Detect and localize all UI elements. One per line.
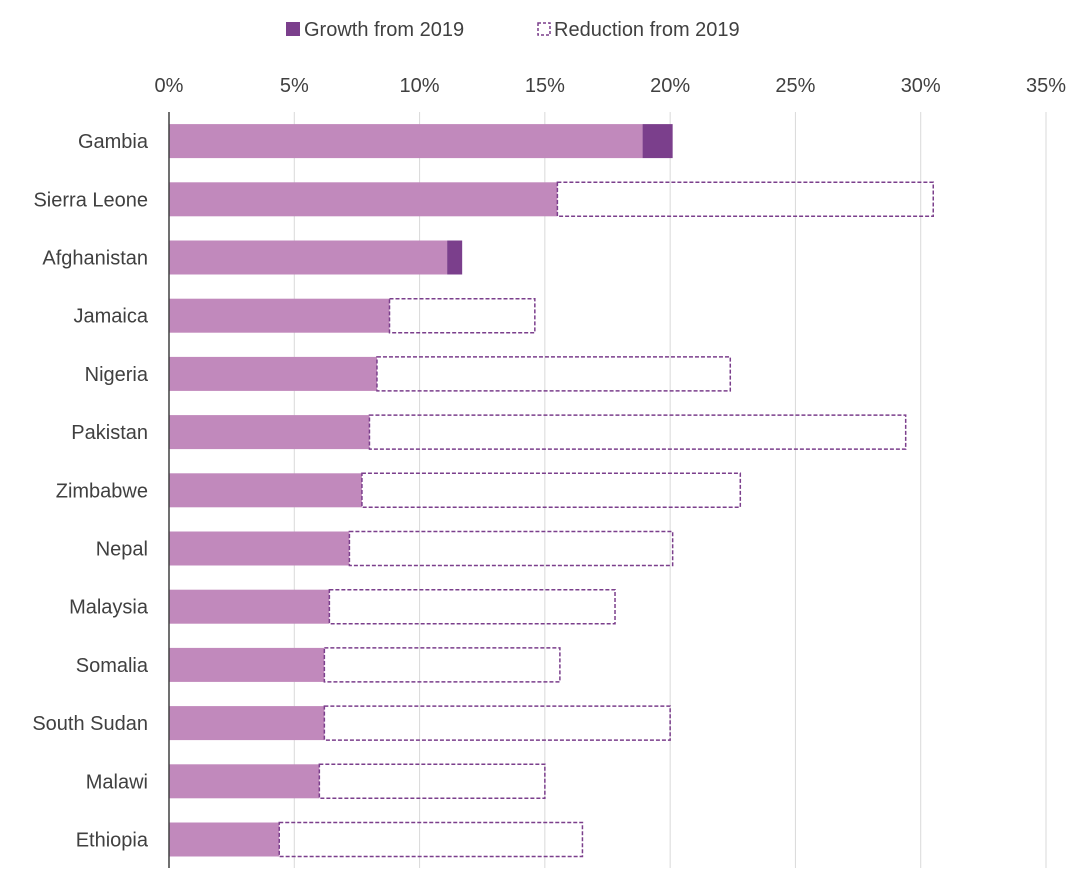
category-labels: Gambia Sierra Leone Afghanistan Jamaica Nige… bbox=[32, 131, 149, 851]
category-label: Pakistan bbox=[71, 422, 148, 444]
bar-base bbox=[169, 473, 362, 508]
category-label: Malaysia bbox=[69, 597, 149, 619]
bar-reduction bbox=[323, 705, 671, 741]
bar-base bbox=[169, 589, 330, 624]
category-label: Ethiopia bbox=[76, 830, 149, 852]
bar-base bbox=[169, 124, 643, 159]
category-label: Nepal bbox=[96, 539, 148, 561]
legend-swatch-reduction bbox=[537, 22, 551, 36]
bar-reduction bbox=[328, 588, 616, 625]
bar-reduction bbox=[376, 356, 732, 392]
bar-base bbox=[169, 356, 377, 391]
bar-base bbox=[169, 182, 558, 217]
x-tick-label: 35% bbox=[1026, 75, 1066, 97]
x-tick-label: 5% bbox=[280, 75, 309, 97]
bar-base bbox=[169, 415, 370, 450]
bar-base bbox=[169, 531, 350, 566]
bars bbox=[169, 124, 934, 858]
x-tick-label: 25% bbox=[775, 75, 815, 97]
category-label: Jamaica bbox=[74, 306, 149, 328]
x-axis-ticks: 0% 5% 10% 15% 20% 25% 30% 35% bbox=[155, 75, 1067, 97]
bar-base bbox=[169, 764, 320, 799]
gridlines bbox=[293, 112, 1047, 868]
legend-label-growth: Growth from 2019 bbox=[304, 19, 464, 41]
x-tick-label: 0% bbox=[155, 75, 184, 97]
bar-reduction bbox=[556, 181, 934, 218]
x-tick-label: 20% bbox=[650, 75, 690, 97]
bar-reduction bbox=[323, 647, 561, 683]
category-label: Gambia bbox=[78, 131, 149, 153]
x-tick-label: 15% bbox=[525, 75, 565, 97]
bar-reduction bbox=[318, 763, 546, 800]
legend-label-reduction: Reduction from 2019 bbox=[554, 19, 740, 41]
bar-reduction bbox=[361, 472, 742, 509]
legend-swatch-growth bbox=[286, 22, 300, 36]
category-label: Nigeria bbox=[85, 364, 149, 386]
category-label: Malawi bbox=[86, 771, 148, 793]
category-label: Somalia bbox=[76, 655, 149, 677]
bar-growth bbox=[447, 240, 463, 275]
x-tick-label: 10% bbox=[400, 75, 440, 97]
category-label: Afghanistan bbox=[42, 248, 148, 270]
bar-reduction bbox=[388, 297, 536, 334]
category-label: Sierra Leone bbox=[33, 189, 148, 211]
bar-base bbox=[169, 647, 325, 682]
category-label: South Sudan bbox=[32, 713, 148, 735]
bar-growth bbox=[642, 124, 673, 159]
bar-reduction bbox=[348, 530, 674, 567]
bar-reduction bbox=[278, 821, 584, 858]
bar-reduction bbox=[368, 414, 907, 450]
bar-base bbox=[169, 706, 325, 741]
x-tick-label: 30% bbox=[901, 75, 941, 97]
bar-base bbox=[169, 298, 390, 333]
category-label: Zimbabwe bbox=[56, 480, 148, 502]
bar-base bbox=[169, 822, 280, 857]
bar-base bbox=[169, 240, 448, 275]
legend: Growth from 2019 Reduction from 2019 bbox=[286, 19, 740, 41]
